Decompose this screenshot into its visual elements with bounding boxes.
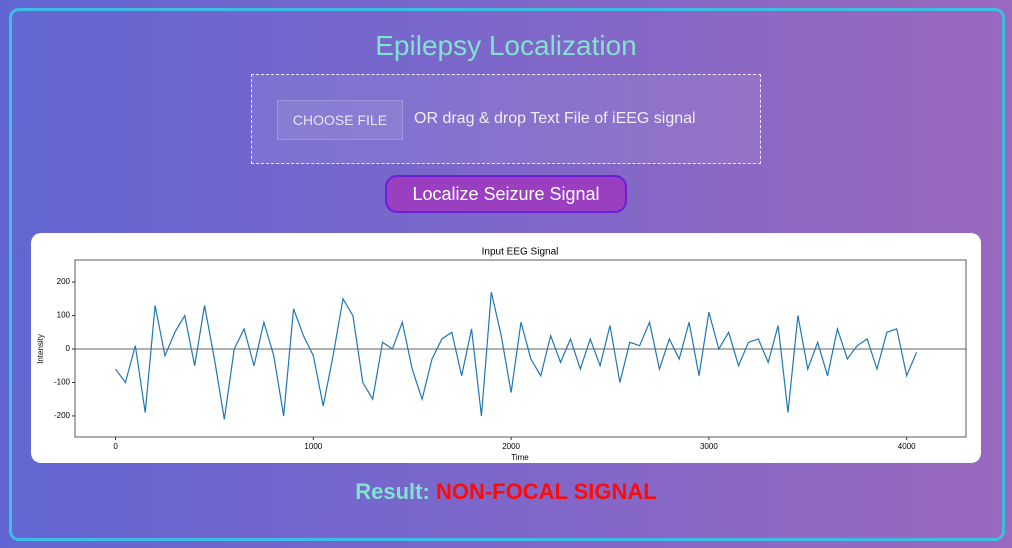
x-tick-label: 0 xyxy=(113,442,118,451)
y-tick-label: 200 xyxy=(57,277,71,286)
x-tick-label: 4000 xyxy=(898,442,916,451)
result: Result: NON-FOCAL SIGNAL xyxy=(0,479,1012,505)
drop-hint: OR drag & drop Text File of iEEG signal xyxy=(414,110,696,127)
x-axis-label: Time xyxy=(511,453,529,462)
y-tick-label: 0 xyxy=(66,344,71,353)
y-tick-label: -100 xyxy=(54,378,71,387)
result-label: Result: xyxy=(355,479,430,504)
localize-button[interactable]: Localize Seizure Signal xyxy=(385,175,627,213)
x-tick-label: 1000 xyxy=(304,442,322,451)
y-axis-label: Intensity xyxy=(36,334,45,364)
chart-title: Input EEG Signal xyxy=(482,247,559,258)
y-tick-label: 100 xyxy=(57,311,71,320)
plot-frame xyxy=(74,259,967,438)
chart: Input EEG Signal Time Intensity -200 -100… xyxy=(36,247,967,462)
y-tick-label: -200 xyxy=(54,411,71,420)
signal-line xyxy=(115,291,918,420)
result-value: NON-FOCAL SIGNAL xyxy=(435,479,657,504)
x-tick-label: 3000 xyxy=(700,442,718,451)
frame xyxy=(9,8,1005,541)
drop-zone[interactable]: CHOOSE FILE OR drag & drop Text File of … xyxy=(251,74,761,164)
choose-file-button[interactable]: CHOOSE FILE xyxy=(277,100,403,140)
title: Epilepsy Localization xyxy=(375,30,637,61)
x-tick-label: 2000 xyxy=(502,442,520,451)
chart-panel: Input EEG Signal Time Intensity -200 -100… xyxy=(31,233,981,463)
